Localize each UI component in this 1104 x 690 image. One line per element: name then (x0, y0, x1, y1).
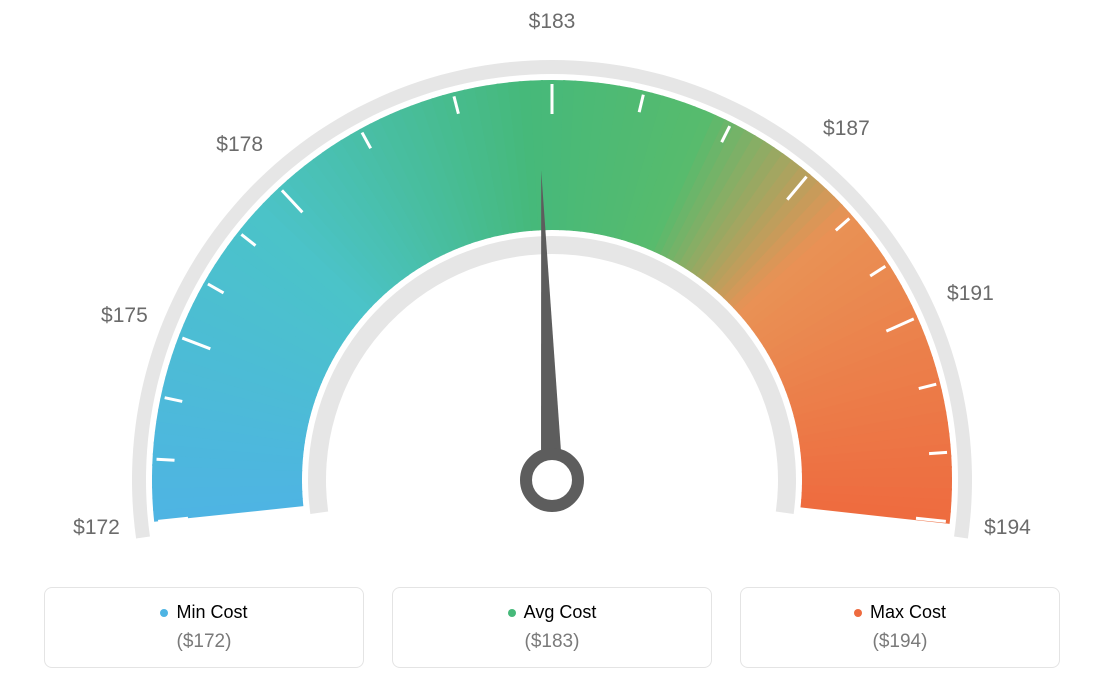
dot-icon (508, 609, 516, 617)
gauge-tick-label: $194 (984, 516, 1031, 540)
legend-card-min: Min Cost ($172) (44, 587, 364, 668)
legend-value-avg: ($183) (525, 631, 580, 653)
gauge-tick-label: $191 (947, 282, 994, 306)
gauge-tick-label: $187 (823, 117, 870, 141)
gauge-tick-label: $172 (73, 516, 120, 540)
legend-card-avg: Avg Cost ($183) (392, 587, 712, 668)
legend-value-max: ($194) (873, 631, 928, 653)
legend-title-avg: Avg Cost (508, 602, 597, 623)
legend-title-label: Avg Cost (524, 602, 597, 623)
dot-icon (854, 609, 862, 617)
gauge-tick-label: $175 (101, 304, 148, 328)
legend-title-max: Max Cost (854, 602, 946, 623)
legend-title-label: Max Cost (870, 602, 946, 623)
legend-title-label: Min Cost (176, 602, 247, 623)
legend-value-min: ($172) (177, 631, 232, 653)
gauge-svg (52, 10, 1052, 570)
legend-row: Min Cost ($172) Avg Cost ($183) Max Cost… (44, 587, 1060, 668)
gauge-chart: $172 $175 $178 $183 $187 $191 $194 (52, 10, 1052, 570)
legend-card-max: Max Cost ($194) (740, 587, 1060, 668)
gauge-tick-label: $178 (216, 133, 263, 157)
dot-icon (160, 609, 168, 617)
legend-title-min: Min Cost (160, 602, 247, 623)
gauge-tick-label: $183 (529, 10, 576, 34)
